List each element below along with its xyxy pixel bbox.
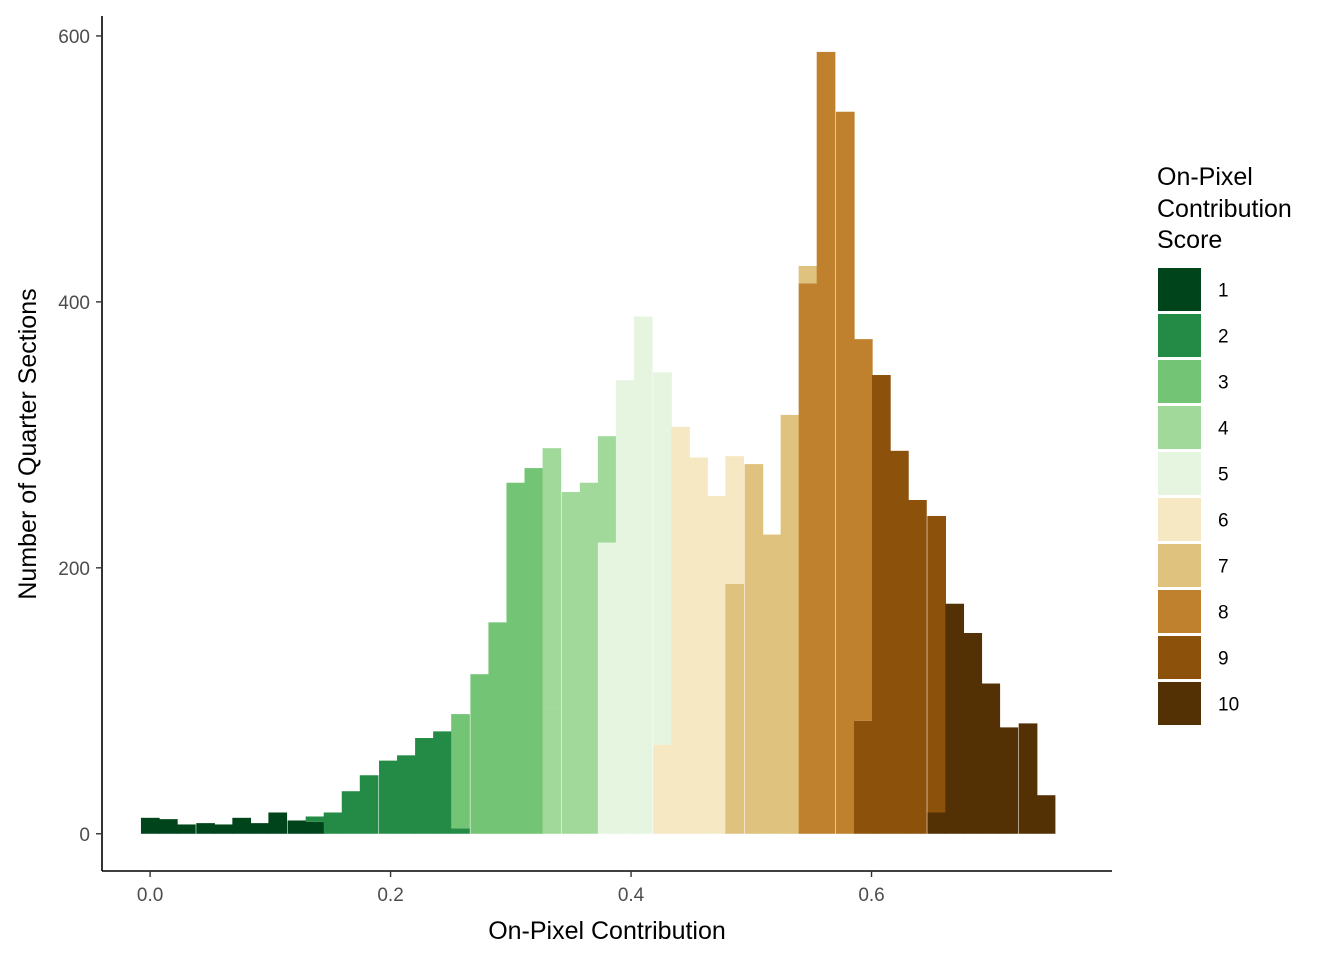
y-tick-label: 600 xyxy=(58,27,90,48)
histogram-bar-bin-46-seg-0 xyxy=(981,683,1001,834)
x-tick-label: 0.6 xyxy=(858,885,884,906)
histogram-bar-bin-1-seg-0 xyxy=(158,819,178,834)
legend-key-4 xyxy=(1158,406,1201,449)
legend-key-6 xyxy=(1158,498,1201,541)
histogram-bar-bin-6-seg-0 xyxy=(250,823,270,834)
legend-key-10 xyxy=(1158,682,1201,725)
histogram-bar-bin-35-seg-0 xyxy=(780,414,800,834)
histogram-bar-bin-32-seg-1 xyxy=(725,456,744,584)
histogram-bar-bin-26-seg-0 xyxy=(615,380,635,834)
histogram-bar-bin-39-seg-1 xyxy=(853,339,873,721)
legend-label-9: 9 xyxy=(1218,649,1229,670)
histogram-bar-bin-41-seg-0 xyxy=(890,450,909,834)
y-tick-label: 0 xyxy=(79,825,90,846)
histogram-bar-bin-3-seg-0 xyxy=(196,823,215,834)
histogram-bar-bin-24-seg-0 xyxy=(579,482,599,834)
histogram-bar-bin-29-seg-0 xyxy=(671,426,690,834)
histogram-bar-bin-39-seg-0 xyxy=(853,720,873,834)
histogram-bar-bin-17-seg-0 xyxy=(451,828,470,834)
histogram-bar-bin-15-seg-0 xyxy=(415,738,434,834)
histogram-bar-bin-32-seg-0 xyxy=(725,583,744,834)
histogram-bar-bin-5-seg-0 xyxy=(232,817,252,834)
histogram-bar-bin-33-seg-0 xyxy=(744,464,764,834)
histogram-bar-bin-44-seg-0 xyxy=(945,603,965,834)
histogram-bar-bin-11-seg-0 xyxy=(341,791,361,834)
histogram-bar-bin-9-seg-1 xyxy=(305,816,325,822)
legend-label-8: 8 xyxy=(1218,603,1229,624)
histogram-bar-bin-16-seg-0 xyxy=(433,731,452,834)
legend-key-8 xyxy=(1158,590,1201,633)
histogram-bar-bin-0-seg-0 xyxy=(140,817,160,834)
x-tick-label: 0.0 xyxy=(137,885,163,906)
histogram-bar-bin-12-seg-0 xyxy=(359,775,379,834)
histogram-bar-bin-48-seg-0 xyxy=(1018,723,1038,834)
y-axis-ticks: 0 200 400 600 xyxy=(58,27,102,846)
legend-label-1: 1 xyxy=(1218,281,1229,302)
legend-title-line-3: Score xyxy=(1157,226,1222,254)
legend-key-9 xyxy=(1158,636,1201,679)
histogram-bar-bin-27-seg-0 xyxy=(633,316,653,834)
legend-key-3 xyxy=(1158,360,1201,403)
histogram-bar-bin-49-seg-0 xyxy=(1036,795,1056,834)
histogram-bar-bin-37-seg-0 xyxy=(816,51,836,834)
histogram-bar-bin-25-seg-0 xyxy=(597,542,617,834)
histogram-bar-bin-43-seg-0 xyxy=(927,812,946,834)
histogram-bar-bin-47-seg-0 xyxy=(999,727,1019,834)
x-tick-label: 0.4 xyxy=(618,885,645,906)
y-tick-label: 200 xyxy=(58,559,90,580)
legend-label-10: 10 xyxy=(1218,695,1239,716)
histogram-bar-bin-9-seg-0 xyxy=(305,821,325,834)
legend-items: 1 2 3 4 5 6 7 8 9 10 xyxy=(1158,268,1239,725)
y-axis-title: Number of Quarter Sections xyxy=(14,288,42,599)
bars-layer xyxy=(140,51,1056,834)
legend-key-1 xyxy=(1158,268,1201,311)
histogram-bar-bin-30-seg-0 xyxy=(689,457,708,834)
histogram-bar-bin-20-seg-0 xyxy=(506,482,526,834)
legend-label-4: 4 xyxy=(1218,419,1229,440)
x-tick-label: 0.2 xyxy=(377,885,403,906)
legend-label-2: 2 xyxy=(1218,327,1229,348)
histogram-bar-bin-36-seg-0 xyxy=(798,283,818,834)
histogram-bar-bin-22-seg-0 xyxy=(542,707,562,834)
histogram-bar-bin-10-seg-0 xyxy=(323,812,343,834)
legend: On-Pixel Contribution Score 1 2 3 4 5 6 7 8 9 10 xyxy=(1157,163,1292,725)
histogram-bar-bin-45-seg-0 xyxy=(963,632,983,834)
histogram-bar-bin-23-seg-0 xyxy=(561,492,581,834)
histogram-bar-bin-4-seg-0 xyxy=(214,824,233,834)
histogram-bar-bin-13-seg-0 xyxy=(379,760,398,834)
legend-key-5 xyxy=(1158,452,1201,495)
legend-label-3: 3 xyxy=(1218,373,1229,394)
legend-label-6: 6 xyxy=(1218,511,1229,532)
legend-title-line-2: Contribution xyxy=(1157,195,1292,223)
histogram-bar-bin-19-seg-0 xyxy=(488,622,508,834)
histogram-bar-bin-25-seg-1 xyxy=(597,436,617,543)
histogram-bar-bin-14-seg-0 xyxy=(397,755,416,834)
histogram-bar-bin-36-seg-1 xyxy=(798,265,818,284)
legend-title-line-1: On-Pixel xyxy=(1157,163,1253,191)
histogram-bar-bin-18-seg-0 xyxy=(470,674,490,834)
histogram-bar-bin-38-seg-0 xyxy=(835,111,855,834)
legend-label-5: 5 xyxy=(1218,465,1229,486)
histogram-bar-bin-43-seg-1 xyxy=(927,515,946,813)
histogram-bar-bin-34-seg-0 xyxy=(762,534,782,834)
histogram-bar-bin-40-seg-0 xyxy=(872,375,891,834)
x-axis-ticks: 0.0 0.2 0.4 0.6 xyxy=(137,871,885,906)
y-tick-label: 400 xyxy=(58,293,90,314)
histogram-bar-bin-42-seg-0 xyxy=(908,500,927,834)
legend-key-2 xyxy=(1158,314,1201,357)
histogram-bar-bin-17-seg-1 xyxy=(451,714,470,829)
x-axis-title: On-Pixel Contribution xyxy=(488,917,726,945)
histogram-bar-bin-22-seg-2 xyxy=(542,448,562,708)
histogram-bar-bin-28-seg-0 xyxy=(653,744,672,834)
histogram-bar-bin-28-seg-1 xyxy=(653,372,672,745)
legend-key-7 xyxy=(1158,544,1201,587)
histogram-bar-bin-31-seg-0 xyxy=(707,496,726,834)
histogram-bar-bin-7-seg-0 xyxy=(268,812,288,834)
histogram-bar-bin-21-seg-0 xyxy=(524,468,544,834)
histogram-bar-bin-2-seg-0 xyxy=(177,824,196,834)
histogram-bar-bin-8-seg-0 xyxy=(287,820,307,834)
legend-label-7: 7 xyxy=(1218,557,1229,578)
